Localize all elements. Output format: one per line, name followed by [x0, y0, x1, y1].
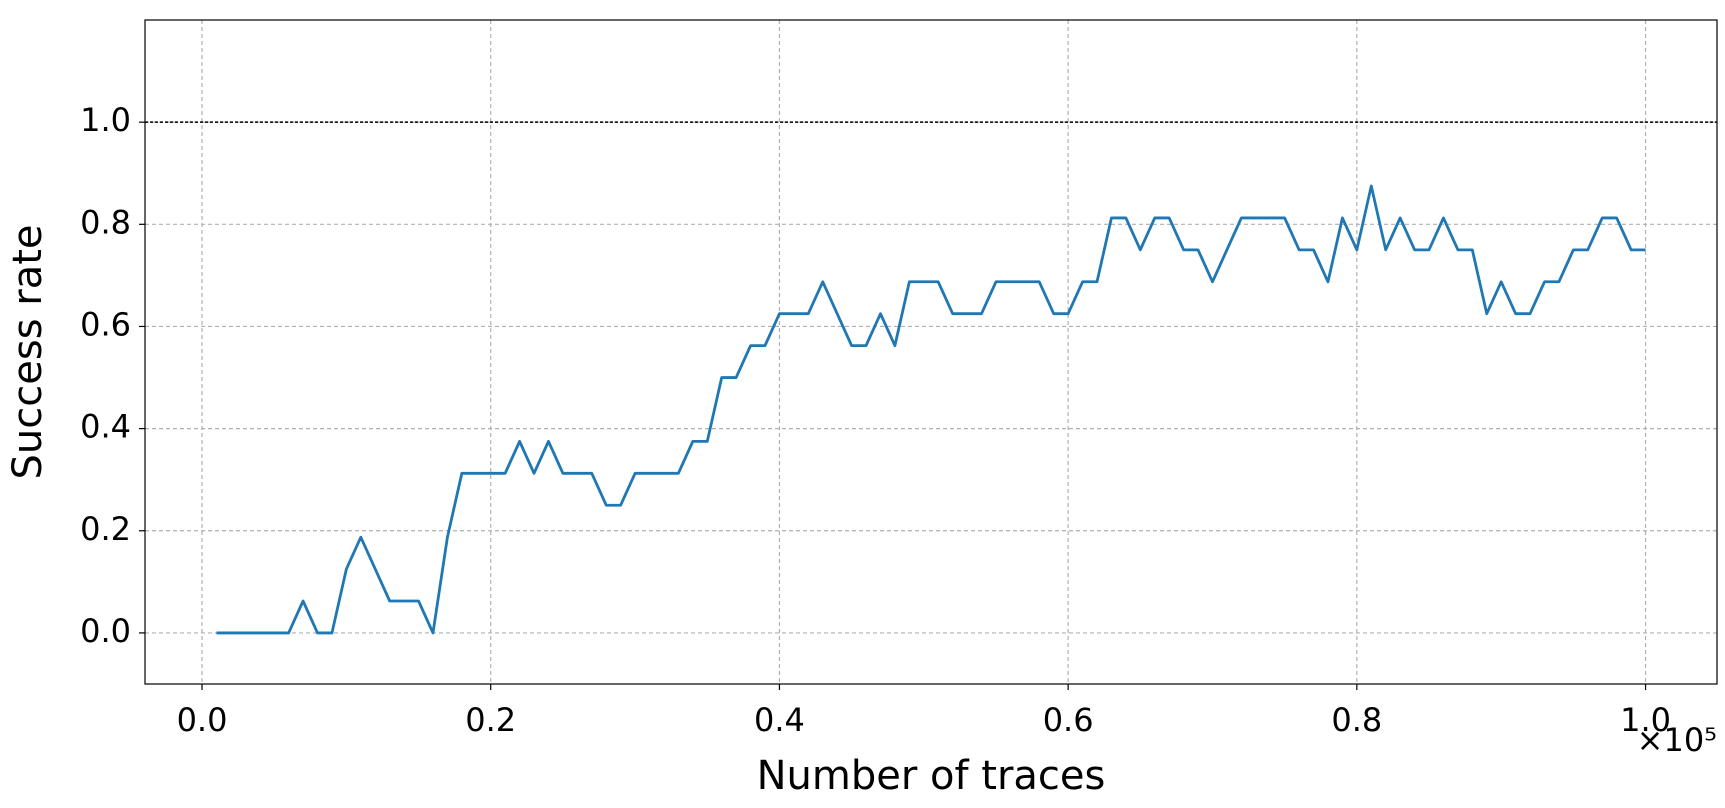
x-axis-label: Number of traces: [757, 753, 1106, 799]
y-tick-label: 0.8: [80, 203, 131, 241]
y-tick-label: 1.0: [80, 101, 131, 139]
x-tick-label: 0.2: [465, 701, 516, 739]
x-tick-label: 0.8: [1331, 701, 1382, 739]
plot-frame: [144, 19, 1718, 685]
x-tick-label: 0.6: [1043, 701, 1094, 739]
y-tick-label: 0.2: [80, 510, 131, 548]
x-tick-label: 0.0: [177, 701, 228, 739]
x-tick-label: 0.4: [754, 701, 805, 739]
y-tick-label: 0.4: [80, 408, 131, 446]
y-axis-label: Success rate: [5, 225, 51, 480]
y-tick-label: 0.0: [80, 612, 131, 650]
x-tick-label: 1.0: [1620, 701, 1671, 739]
series-line: [216, 184, 1646, 635]
y-tick-label: 0.6: [80, 305, 131, 343]
x-offset-label: ×10⁵: [1637, 721, 1717, 759]
